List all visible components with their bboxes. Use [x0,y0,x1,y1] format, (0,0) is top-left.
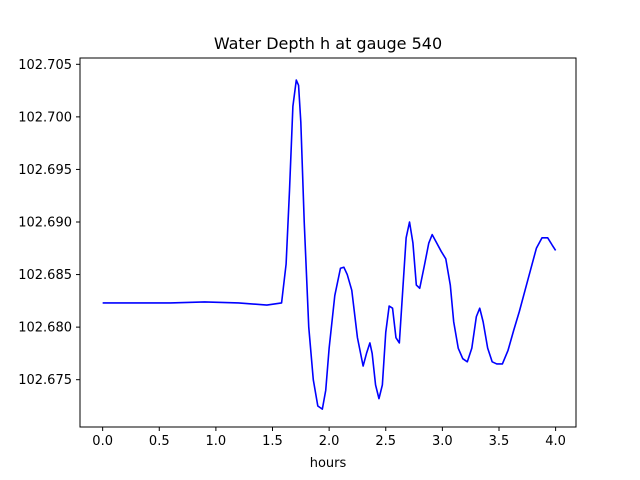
y-axis: 102.675 102.680 102.685 102.690 102.695 102.7… [18,58,80,388]
x-tick-label: 4.0 [545,434,566,449]
x-tick-label: 3.0 [432,434,453,449]
plot-area [102,79,557,410]
y-tick-label: 102.700 [18,110,72,125]
x-tick-label: 2.0 [319,434,340,449]
x-axis: 0.0 0.5 1.0 1.5 2.0 2.5 3.0 3.5 4.0 [92,427,566,449]
x-tick-label: 0.5 [149,434,170,449]
y-tick-label: 102.705 [18,58,72,73]
plot-frame [79,57,577,428]
y-tick-label: 102.675 [18,373,72,388]
x-tick-label: 2.5 [375,434,396,449]
x-axis-label: hours [310,456,347,471]
x-tick-label: 1.0 [206,434,227,449]
chart-title: Water Depth h at gauge 540 [214,34,442,53]
y-tick-label: 102.685 [18,268,72,283]
x-tick-label: 0.0 [92,434,113,449]
x-tick-label: 1.5 [262,434,283,449]
y-tick-label: 102.695 [18,163,72,178]
x-tick-label: 3.5 [489,434,510,449]
series-line-0 [102,79,557,410]
y-tick-label: 102.680 [18,321,72,336]
y-tick-label: 102.690 [18,216,72,231]
